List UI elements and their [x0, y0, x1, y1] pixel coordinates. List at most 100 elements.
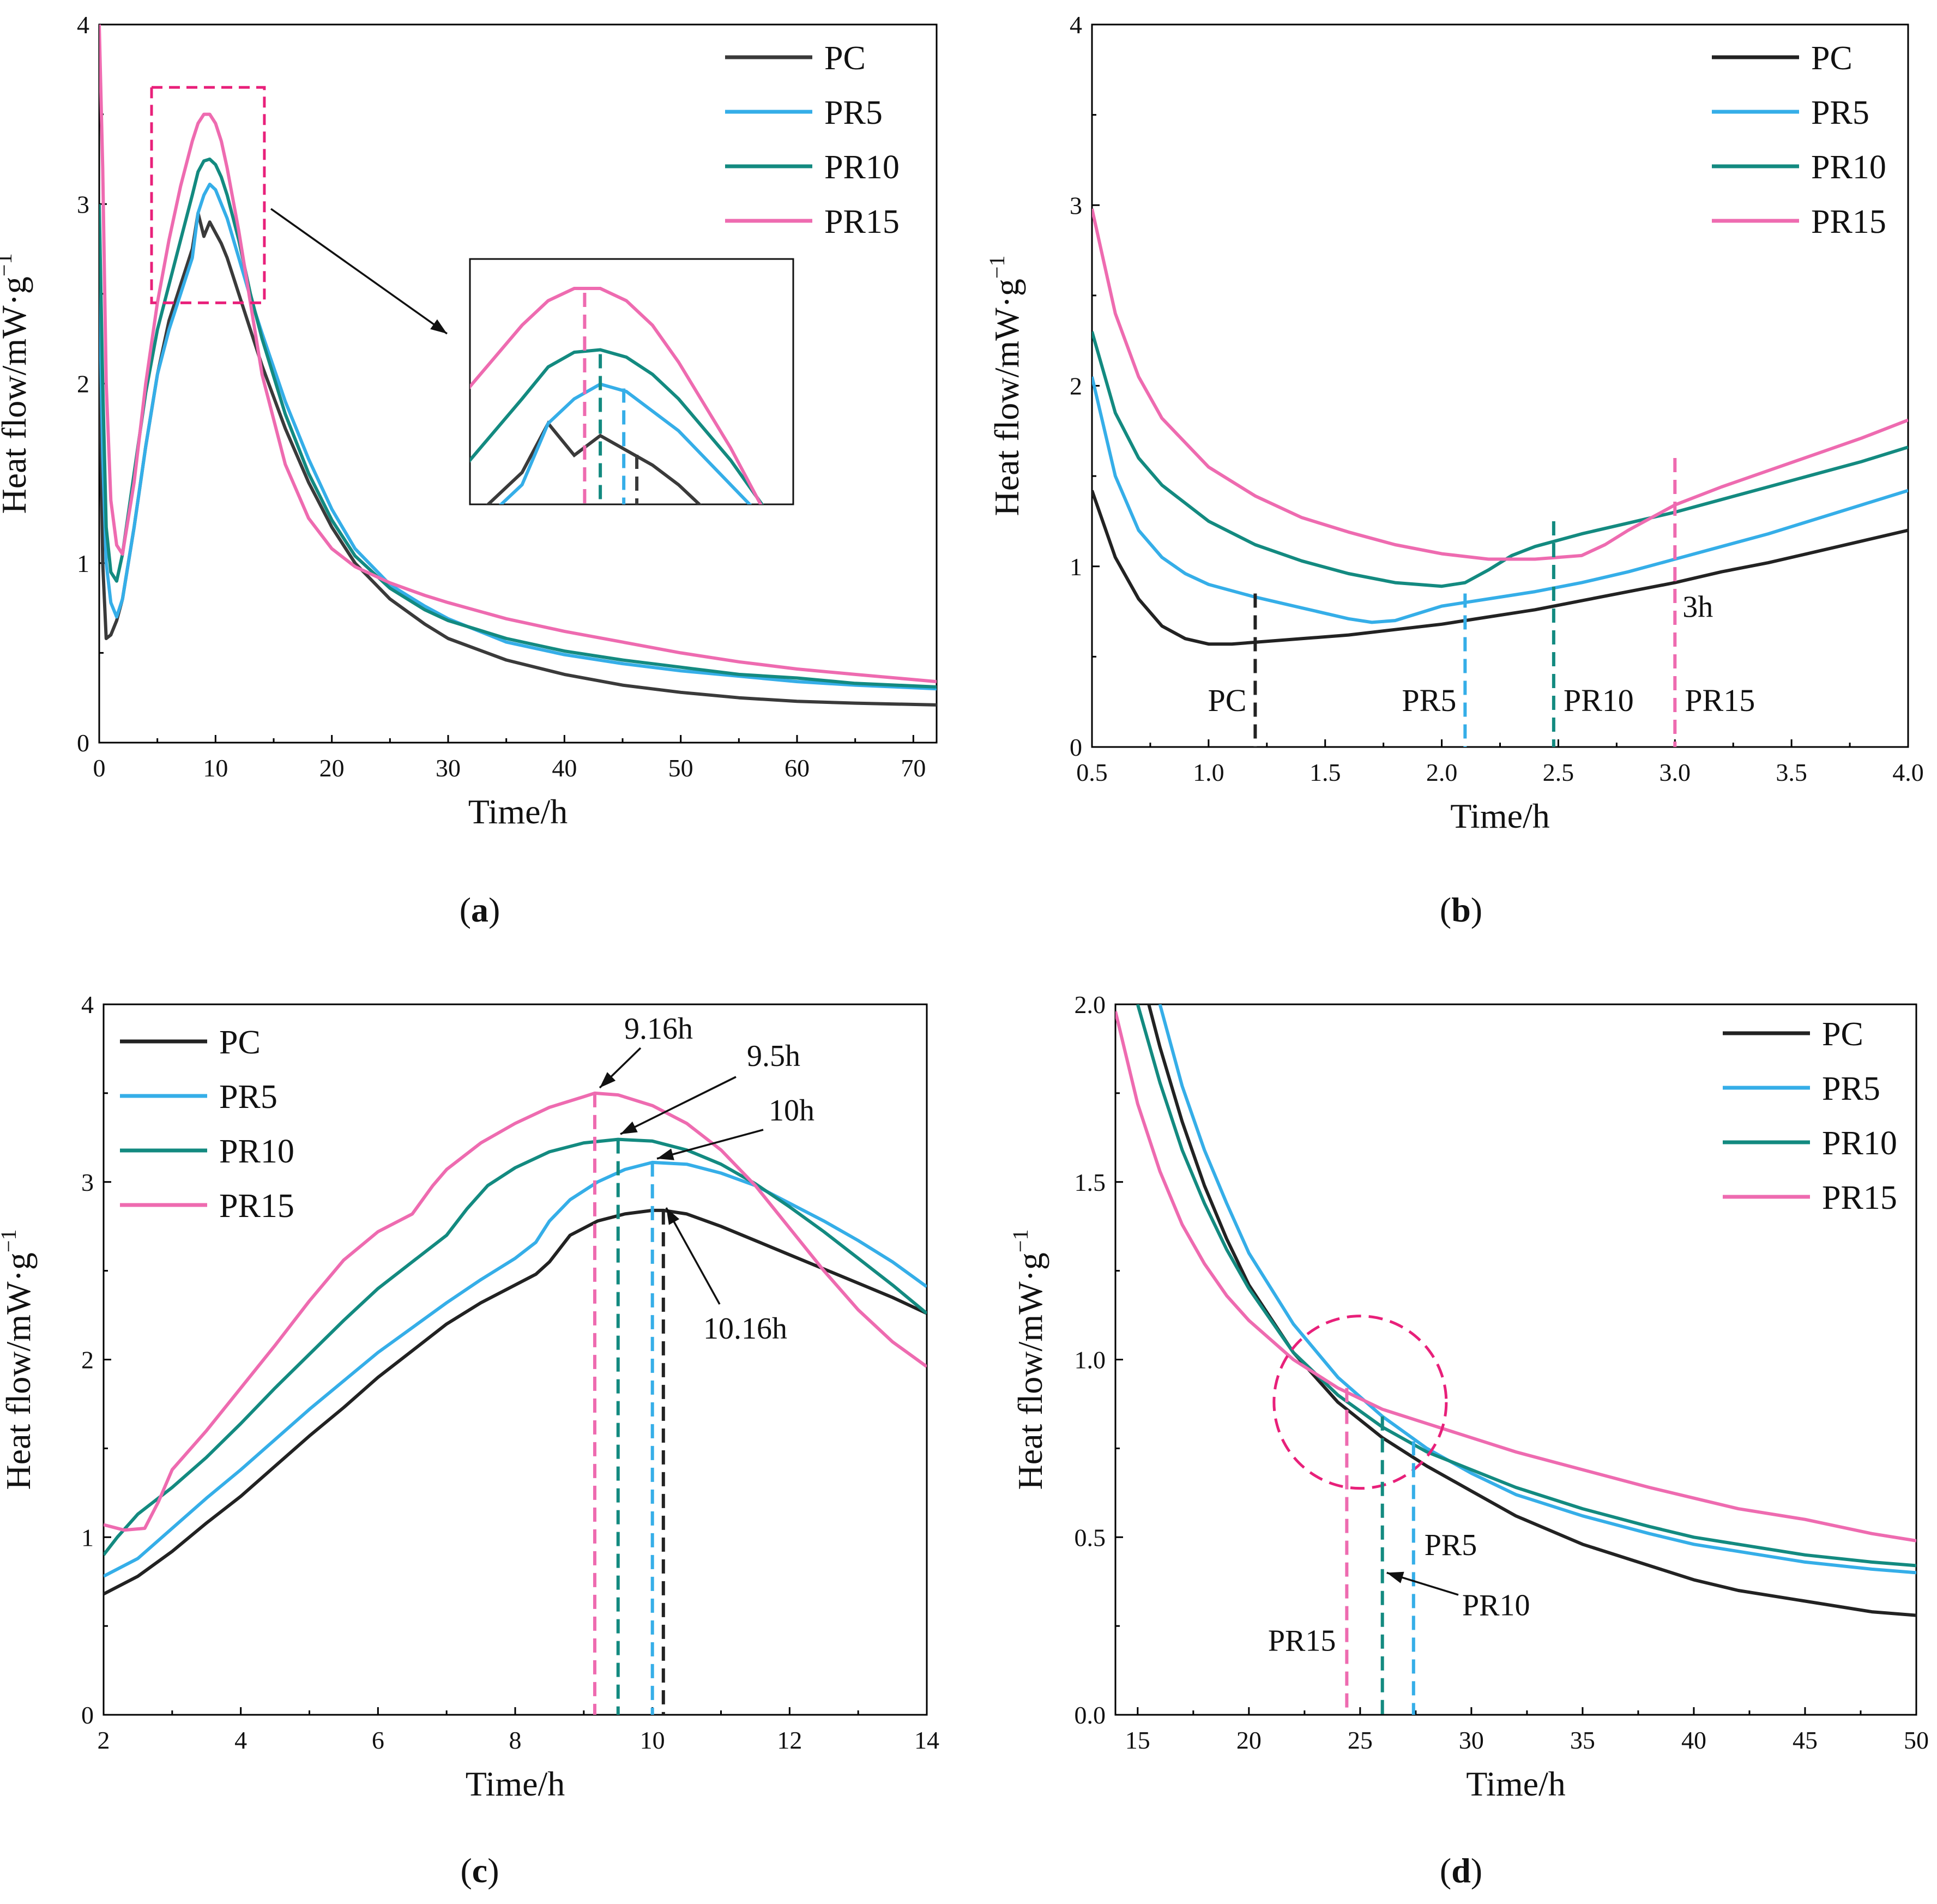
y-axis-title-exponent: −1: [0, 1230, 21, 1253]
panel-caption-part: (: [1440, 1851, 1451, 1890]
legend-label-pr5: PR5: [1822, 1070, 1880, 1107]
legend-label-pc: PC: [1822, 1016, 1863, 1053]
x-tick-label: 2: [98, 1726, 110, 1754]
y-tick-label: 0: [77, 729, 89, 757]
y-tick-label: 2.0: [1075, 991, 1106, 1019]
panel-caption: (b): [1440, 890, 1482, 929]
series-group: [99, 25, 937, 707]
series-line-pr15: [104, 1091, 927, 1532]
panel-b-chart: 0.5 1.0 1.5 2.0 2.5 3.0 3.5 4.0 0 1 2 3 4 Time/h Heat …: [985, 11, 1924, 929]
marker-arrow-pr5-head: [657, 1148, 674, 1160]
x-tick-label: 2.0: [1426, 758, 1458, 786]
x-tick-label: 4: [234, 1726, 247, 1754]
marker-label-pc: 10.16h: [703, 1312, 787, 1346]
y-tick-label: 3: [77, 190, 89, 218]
marker-arrow-pr10-head: [1386, 1571, 1404, 1583]
series-line-pr5: [1092, 376, 1908, 624]
marker-label-pr15: PR15: [1685, 683, 1755, 718]
y-tick-label: 4: [81, 991, 94, 1019]
x-tick-label: 30: [1459, 1726, 1484, 1754]
series-line-pr10: [1092, 331, 1908, 588]
panel-caption: (c): [460, 1851, 499, 1890]
series-line-pc: [1147, 1004, 1916, 1617]
inset-line-pr10: [470, 348, 764, 504]
y-tick-label: 1: [81, 1523, 94, 1551]
marker-label-pc: PC: [1208, 683, 1246, 718]
zoom-arrow-head: [430, 319, 447, 334]
x-axis-title: Time/h: [1450, 797, 1550, 835]
marker-label-pr15: PR15: [1268, 1624, 1336, 1658]
panel-caption-part: ): [487, 1851, 499, 1890]
legend-label-pr10: PR10: [1811, 149, 1886, 186]
y-tick-label: 3: [81, 1168, 94, 1196]
x-tick-label: 40: [552, 754, 577, 782]
y-tick-label: 0: [81, 1701, 94, 1729]
y-axis-title-exponent: −1: [0, 254, 16, 277]
y-axis-title: Heat flow/mW·g−1: [1008, 1230, 1049, 1490]
y-tick-label: 2: [1070, 372, 1082, 400]
x-tick-label: 8: [509, 1726, 522, 1754]
y-tick-label: 2: [81, 1346, 94, 1374]
zoom-box: [150, 86, 266, 304]
marker-label-pr5: PR5: [1402, 683, 1456, 718]
plot-frame: [1091, 23, 1909, 748]
series-group: [104, 1091, 927, 1596]
y-axis-title-exponent: −1: [985, 256, 1009, 279]
x-tick-label: 50: [668, 754, 693, 782]
panel-caption-part: b: [1451, 890, 1471, 929]
y-tick-label: 0.5: [1075, 1523, 1106, 1551]
legend-label-pr5: PR5: [1811, 94, 1869, 131]
x-tick-label: 12: [777, 1726, 802, 1754]
y-tick-label: 1: [1070, 553, 1082, 581]
x-tick-label: 10: [203, 754, 228, 782]
series-line-pr10: [1136, 1004, 1916, 1568]
marker-arrow-pr10-head: [620, 1121, 638, 1134]
panel-caption-part: (: [460, 1851, 472, 1890]
marker-arrow-pc-head: [666, 1208, 680, 1225]
series-line-pc: [1092, 490, 1908, 646]
marker-arrow-pr15-head: [600, 1072, 616, 1088]
marker-label-pr10: PR10: [1462, 1589, 1530, 1623]
zoom-arrow: [270, 208, 448, 335]
y-axis-title-exponent: −1: [1008, 1230, 1033, 1253]
x-tick-label: 10: [640, 1726, 665, 1754]
x-tick-label: 15: [1125, 1726, 1150, 1754]
inset-line-pr5: [498, 382, 752, 504]
y-tick-label: 1: [77, 550, 89, 577]
panel-caption-part: ): [1471, 1851, 1482, 1890]
x-tick-label: 70: [901, 754, 926, 782]
legend-label-pr10: PR10: [824, 149, 900, 186]
y-axis-title: Heat flow/mW·g−1: [985, 256, 1026, 516]
legend-label-pr5: PR5: [824, 94, 883, 131]
x-tick-label: 1.5: [1310, 758, 1341, 786]
y-tick-label: 3: [1070, 191, 1082, 219]
y-axis-title: Heat flow/mW·g−1: [0, 1230, 38, 1490]
series-group: [1115, 1004, 1916, 1617]
y-tick-label: 0: [1070, 733, 1082, 761]
panel-caption-part: (: [1440, 890, 1451, 929]
marker-label-pr5: 10h: [769, 1094, 814, 1128]
panel-a-chart: 0 10 20 30 40 50 60 70 0 1 2 3 4 Time/h Heat flow/mW·g…: [0, 11, 938, 929]
marker-label-pr10: 9.5h: [747, 1039, 800, 1073]
x-tick-label: 14: [914, 1726, 939, 1754]
legend-label-pc: PC: [219, 1024, 261, 1061]
x-tick-label: 3.5: [1776, 758, 1807, 786]
x-tick-label: 30: [436, 754, 461, 782]
legend-label-pr5: PR5: [219, 1078, 277, 1116]
legend-label-pc: PC: [1811, 40, 1852, 77]
series-group: [1092, 208, 1908, 646]
series-line-pr5: [99, 183, 937, 691]
legend-label-pc: PC: [824, 40, 866, 77]
y-tick-label: 1.0: [1075, 1346, 1106, 1374]
panel-d-chart: 15 20 25 30 35 40 45 50 0.0 0.5 1.0 1.5 2.0 Time/h Hea…: [1008, 991, 1929, 1890]
x-tick-label: 3.0: [1660, 758, 1691, 786]
x-tick-label: 6: [372, 1726, 384, 1754]
y-tick-label: 1.5: [1075, 1168, 1106, 1196]
marker-label-3h: 3h: [1682, 591, 1713, 624]
y-tick-label: 4: [1070, 11, 1082, 39]
panel-caption-part: a: [471, 890, 488, 929]
marker-label-pr15: 9.16h: [624, 1012, 693, 1046]
series-line-pr10: [104, 1137, 927, 1556]
